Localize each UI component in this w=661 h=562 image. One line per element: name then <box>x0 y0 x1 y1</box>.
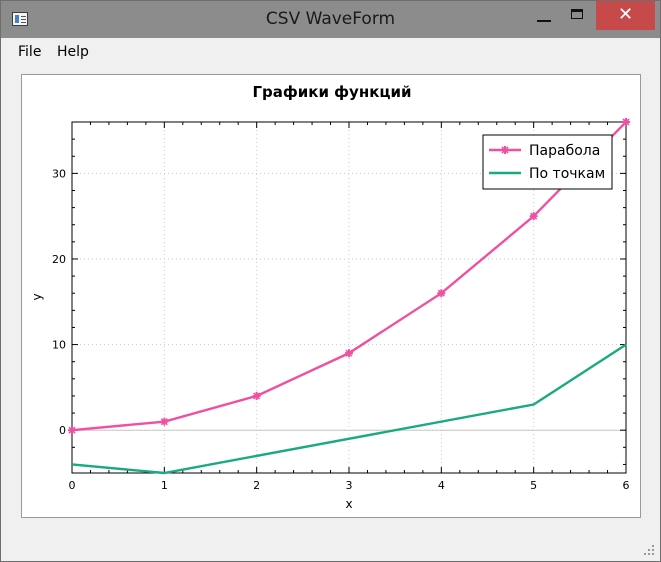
y-tick-label: 10 <box>52 339 66 352</box>
app-icon[interactable] <box>12 12 28 26</box>
data-point <box>437 289 446 298</box>
close-icon: ✕ <box>617 4 634 25</box>
chart-title: Графики функций <box>252 83 411 101</box>
data-point <box>622 118 630 126</box>
data-point-mark <box>530 212 538 220</box>
data-point-mark <box>345 349 353 357</box>
line-chart: Графики функций x y 0 1 2 3 4 5 6 0 10 20 30 Парабо… <box>30 83 630 511</box>
plot-frame: Графики функций x y 0 1 2 3 4 5 6 0 10 20 30 Парабо… <box>21 74 641 518</box>
data-point-mark <box>68 426 76 434</box>
data-point-mark <box>160 418 168 426</box>
resize-grip-icon[interactable] <box>644 545 654 555</box>
series-line-1 <box>71 343 627 475</box>
x-tick-label: 1 <box>161 479 168 492</box>
data-point-mark <box>622 118 630 126</box>
menu-file[interactable]: File <box>18 44 42 60</box>
y-axis-label: y <box>30 293 44 300</box>
data-point-mark <box>253 392 261 400</box>
x-tick-label: 6 <box>623 479 630 492</box>
minimize-button[interactable] <box>523 1 563 23</box>
data-point <box>345 349 353 358</box>
y-tick-label: 30 <box>52 167 66 180</box>
x-tick-label: 3 <box>346 479 353 492</box>
x-tick-label: 0 <box>69 479 76 492</box>
x-tick-label: 4 <box>438 479 445 492</box>
maximize-button[interactable] <box>563 1 593 23</box>
window-title: CSV WaveForm <box>265 9 396 29</box>
data-point <box>160 417 169 426</box>
x-tick-label: 2 <box>253 479 260 492</box>
menu-bar: File Help <box>1 38 660 64</box>
legend-box <box>482 134 613 190</box>
legend-label: Парабола <box>529 143 600 159</box>
title-bar[interactable]: CSV WaveForm ✕ <box>1 1 660 38</box>
y-tick-label: 20 <box>52 253 66 266</box>
legend-label: По точкам <box>529 166 605 182</box>
y-tick-label: 0 <box>59 424 66 437</box>
data-point-mark <box>437 289 445 297</box>
data-point <box>68 426 76 435</box>
x-axis-label: x <box>345 497 352 511</box>
close-button[interactable]: ✕ <box>596 1 655 30</box>
menu-help[interactable]: Help <box>57 44 89 60</box>
x-tick-label: 5 <box>530 479 537 492</box>
data-point <box>529 212 538 221</box>
legend-marker <box>501 146 509 154</box>
data-point <box>252 391 261 400</box>
